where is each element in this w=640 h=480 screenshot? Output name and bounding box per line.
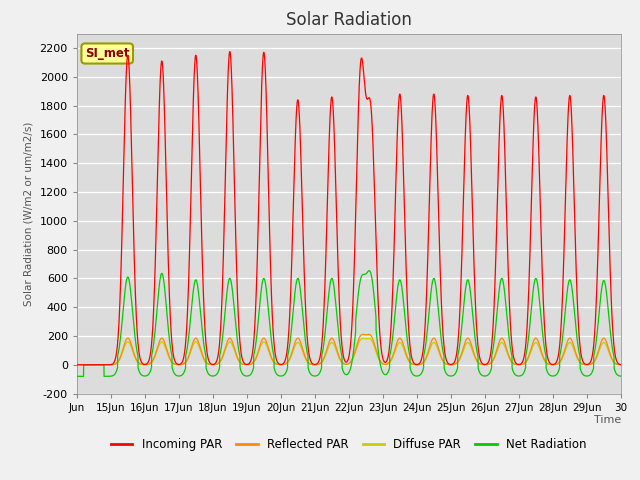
Text: SI_met: SI_met xyxy=(85,47,129,60)
X-axis label: Time: Time xyxy=(593,415,621,425)
Legend: Incoming PAR, Reflected PAR, Diffuse PAR, Net Radiation: Incoming PAR, Reflected PAR, Diffuse PAR… xyxy=(106,433,591,456)
Title: Solar Radiation: Solar Radiation xyxy=(286,11,412,29)
Y-axis label: Solar Radiation (W/m2 or um/m2/s): Solar Radiation (W/m2 or um/m2/s) xyxy=(24,121,34,306)
